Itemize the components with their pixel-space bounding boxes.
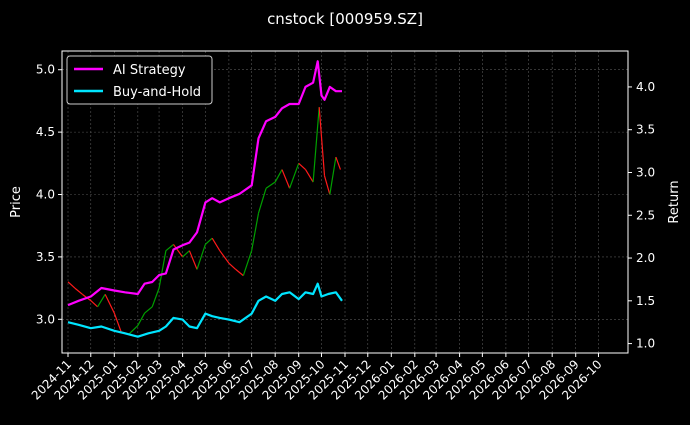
price-segment — [204, 237, 213, 245]
y2-tick-label: 1.5 — [636, 294, 655, 308]
legend-box — [66, 55, 213, 105]
price-segment — [235, 268, 244, 277]
price-segment — [104, 294, 115, 314]
price-segment — [318, 107, 326, 176]
legend: AI Strategy Buy-and-Hold — [66, 55, 213, 105]
right-axis-ticks: 1.0 1.5 2.0 2.5 3.0 3.5 4.0 — [628, 80, 655, 351]
price-segment — [158, 250, 167, 289]
y-tick-label: 4.0 — [36, 188, 55, 202]
series-line-ai-strategy — [67, 60, 342, 307]
price-segment — [289, 163, 300, 189]
y-tick-label: 4.5 — [36, 125, 55, 139]
price-segment — [173, 244, 184, 258]
y2-tick-label: 3.0 — [636, 165, 655, 179]
price-segment — [113, 312, 122, 332]
price-segment — [90, 300, 99, 308]
left-axis-ticks: 3.0 3.5 4.0 4.5 5.0 — [36, 63, 62, 326]
price-segment — [97, 294, 106, 308]
y2-tick-label: 2.0 — [636, 251, 655, 265]
price-segment — [151, 287, 160, 308]
price-segment — [188, 250, 198, 270]
price-segment — [67, 281, 76, 289]
price-segment — [211, 237, 221, 251]
price-segment — [274, 169, 283, 183]
series-line-buy-and-hold — [67, 282, 343, 338]
y-tick-label: 3.0 — [36, 312, 55, 326]
y2-tick-label: 4.0 — [636, 80, 655, 94]
price-segment — [265, 181, 276, 189]
y2-tick-label: 2.5 — [636, 208, 655, 222]
price-segment — [228, 262, 237, 270]
price-segment — [251, 213, 260, 251]
price-segment — [165, 243, 174, 252]
price-segment — [323, 175, 331, 195]
price-segment — [74, 287, 83, 295]
y-tick-label: 3.5 — [36, 250, 55, 264]
price-segment — [242, 250, 253, 276]
legend-label-buy-and-hold: Buy-and-Hold — [113, 85, 201, 100]
price-segment — [298, 162, 306, 170]
price-segment — [312, 107, 320, 183]
price-segment — [281, 169, 291, 189]
strategy-series — [67, 60, 343, 338]
price-segment — [219, 250, 230, 264]
price-segment — [329, 156, 337, 195]
y2-tick-label: 1.0 — [636, 337, 655, 351]
price-segment — [182, 250, 190, 258]
y-axis-label-price: Price — [9, 186, 24, 218]
price-segment — [335, 156, 342, 170]
price-segment — [305, 169, 314, 183]
price-segment — [128, 325, 139, 335]
x-axis-ticks: 2024-112024-122025-012025-022025-032025-… — [29, 353, 605, 403]
price-series — [67, 107, 342, 335]
price-segment — [196, 244, 206, 270]
chart-title: cnstock [000959.SZ] — [267, 10, 423, 28]
price-segment — [144, 306, 153, 314]
y2-tick-label: 3.5 — [636, 123, 655, 137]
y-axis-label-return: Return — [667, 180, 682, 223]
price-segment — [137, 312, 146, 326]
legend-label-ai-strategy: AI Strategy — [113, 63, 186, 78]
price-segment — [257, 188, 267, 214]
y-tick-label: 5.0 — [36, 63, 55, 77]
